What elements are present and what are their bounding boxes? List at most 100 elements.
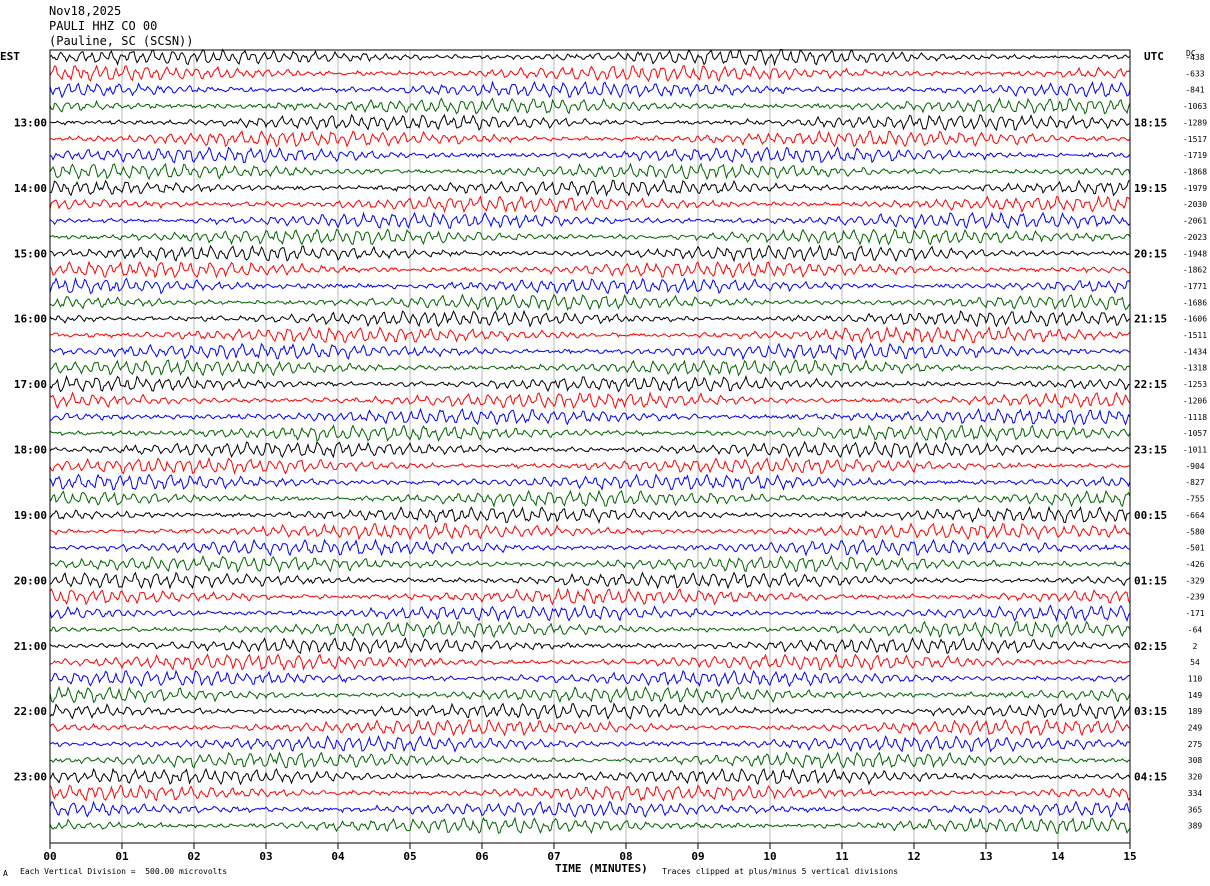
x-tick-label: 06 xyxy=(475,850,489,863)
dc-offset-label: -1511 xyxy=(1183,331,1207,340)
label-group: 00 01 02 03 04 05 06 07 08 09 10 11 12 13 14 15 -438 -633… xyxy=(14,53,1207,863)
minute-gridlines xyxy=(121,50,1059,843)
right-hour-label: 20:15 xyxy=(1134,247,1167,260)
left-timezone-label: EST xyxy=(0,50,20,63)
x-tick-label: 07 xyxy=(547,850,560,863)
station-location: (Pauline, SC (SCSN)) xyxy=(49,34,194,48)
dc-offset-label: -1862 xyxy=(1183,266,1207,275)
dc-offset-label: -2023 xyxy=(1183,233,1207,242)
dc-offset-label: -1011 xyxy=(1183,446,1207,455)
dc-offset-label: -1686 xyxy=(1183,298,1207,307)
dc-offset-label: 334 xyxy=(1188,789,1203,798)
seismogram-trace xyxy=(49,767,1131,786)
seismogram-trace xyxy=(49,538,1131,557)
right-hour-label: 23:15 xyxy=(1134,444,1167,457)
plot-frame xyxy=(49,49,1131,844)
seismogram-trace xyxy=(49,636,1131,655)
seismogram-trace xyxy=(49,178,1131,198)
x-tick-label: 12 xyxy=(907,850,920,863)
right-hour-label: 22:15 xyxy=(1134,378,1167,391)
seismogram-trace xyxy=(49,685,1131,704)
seismogram-trace xyxy=(49,130,1131,148)
x-tick-label: 08 xyxy=(619,850,632,863)
dc-offset-label: -426 xyxy=(1185,560,1204,569)
x-tick-label: 03 xyxy=(259,850,272,863)
left-hour-label: 23:00 xyxy=(14,771,47,784)
seismogram-trace xyxy=(49,407,1131,426)
left-hour-label: 15:00 xyxy=(14,247,47,260)
right-timezone-label: UTC xyxy=(1144,50,1164,63)
seismogram-trace xyxy=(49,489,1131,508)
dc-offset-label: -1517 xyxy=(1183,135,1207,144)
seismogram-trace xyxy=(49,260,1131,279)
dc-offset-label: 189 xyxy=(1188,707,1203,716)
seismogram-trace xyxy=(49,228,1131,246)
dc-offset-label: 2 xyxy=(1193,642,1198,651)
x-axis-title: TIME (MINUTES) xyxy=(555,862,648,875)
dc-offset-label: 54 xyxy=(1190,658,1200,667)
left-hour-label: 21:00 xyxy=(14,640,47,653)
x-tick-label: 09 xyxy=(691,850,704,863)
dc-offset-label: -1289 xyxy=(1183,118,1207,127)
dc-offset-label: 275 xyxy=(1188,740,1203,749)
seismogram-trace xyxy=(49,162,1131,181)
dc-offset-label: -1606 xyxy=(1183,315,1207,324)
clip-note: Traces clipped at plus/minus 5 vertical … xyxy=(662,867,899,876)
dc-offset-label: -329 xyxy=(1185,576,1204,585)
plot-date: Nov18,2025 xyxy=(49,4,122,18)
left-hour-label: 18:00 xyxy=(14,444,47,457)
seismogram-trace xyxy=(49,800,1131,818)
seismogram-trace xyxy=(49,211,1131,230)
seismogram-trace xyxy=(49,669,1131,688)
dc-offset-label: -1057 xyxy=(1183,429,1207,438)
x-tick-label: 01 xyxy=(115,850,129,863)
left-hour-label: 22:00 xyxy=(14,705,47,718)
dc-offset-label: -1948 xyxy=(1183,249,1207,258)
dc-offset-label: -904 xyxy=(1185,462,1204,471)
left-hour-label: 20:00 xyxy=(14,574,47,587)
seismogram-trace xyxy=(49,555,1131,574)
left-hour-label: 17:00 xyxy=(14,378,47,391)
right-hour-label: 01:15 xyxy=(1134,574,1167,587)
seismogram-trace xyxy=(49,375,1131,393)
dc-offset-label: -2061 xyxy=(1183,217,1207,226)
x-tick-label: 00 xyxy=(43,850,56,863)
left-hour-label: 13:00 xyxy=(14,116,47,129)
x-tick-label: 14 xyxy=(1051,850,1065,863)
trace-group xyxy=(49,48,1131,835)
seismogram-trace xyxy=(49,391,1131,410)
seismogram-trace xyxy=(49,604,1131,623)
seismogram-trace xyxy=(49,571,1131,590)
x-tick-label: 05 xyxy=(403,850,416,863)
dc-offset-label: -1771 xyxy=(1183,282,1207,291)
dc-offset-label: -1206 xyxy=(1183,396,1207,405)
dc-offset-label: -755 xyxy=(1185,495,1204,504)
left-hour-label: 14:00 xyxy=(14,182,47,195)
seismogram-trace xyxy=(49,522,1131,541)
x-tick-label: 10 xyxy=(763,850,776,863)
dc-offset-label: 249 xyxy=(1188,724,1203,733)
dc-offset-label: -1434 xyxy=(1183,347,1207,356)
right-hour-label: 19:15 xyxy=(1134,182,1167,195)
x-tick-label: 15 xyxy=(1123,850,1136,863)
dc-offset-label: -2030 xyxy=(1183,200,1207,209)
x-tick-label: 13 xyxy=(979,850,992,863)
dc-offset-label: 389 xyxy=(1188,822,1203,831)
seismogram-trace xyxy=(49,734,1131,753)
scale-note: Each Vertical Division = 500.00 microvol… xyxy=(20,867,228,876)
seismogram-trace xyxy=(49,620,1131,639)
seismogram-trace xyxy=(49,505,1131,524)
seismogram-trace xyxy=(49,751,1131,769)
dc-offset-label: 149 xyxy=(1188,691,1203,700)
seismogram-trace xyxy=(49,358,1131,377)
dc-offset-label: -1253 xyxy=(1183,380,1207,389)
right-hour-label: 02:15 xyxy=(1134,640,1167,653)
seismogram-trace xyxy=(49,718,1131,737)
x-tick-label: 02 xyxy=(187,850,200,863)
seismogram-trace xyxy=(49,325,1131,345)
dc-offset-label: -1118 xyxy=(1183,413,1207,422)
dc-header: DC xyxy=(1186,49,1196,58)
dc-offset-label: 320 xyxy=(1188,773,1203,782)
dc-offset-label: -64 xyxy=(1188,625,1203,634)
